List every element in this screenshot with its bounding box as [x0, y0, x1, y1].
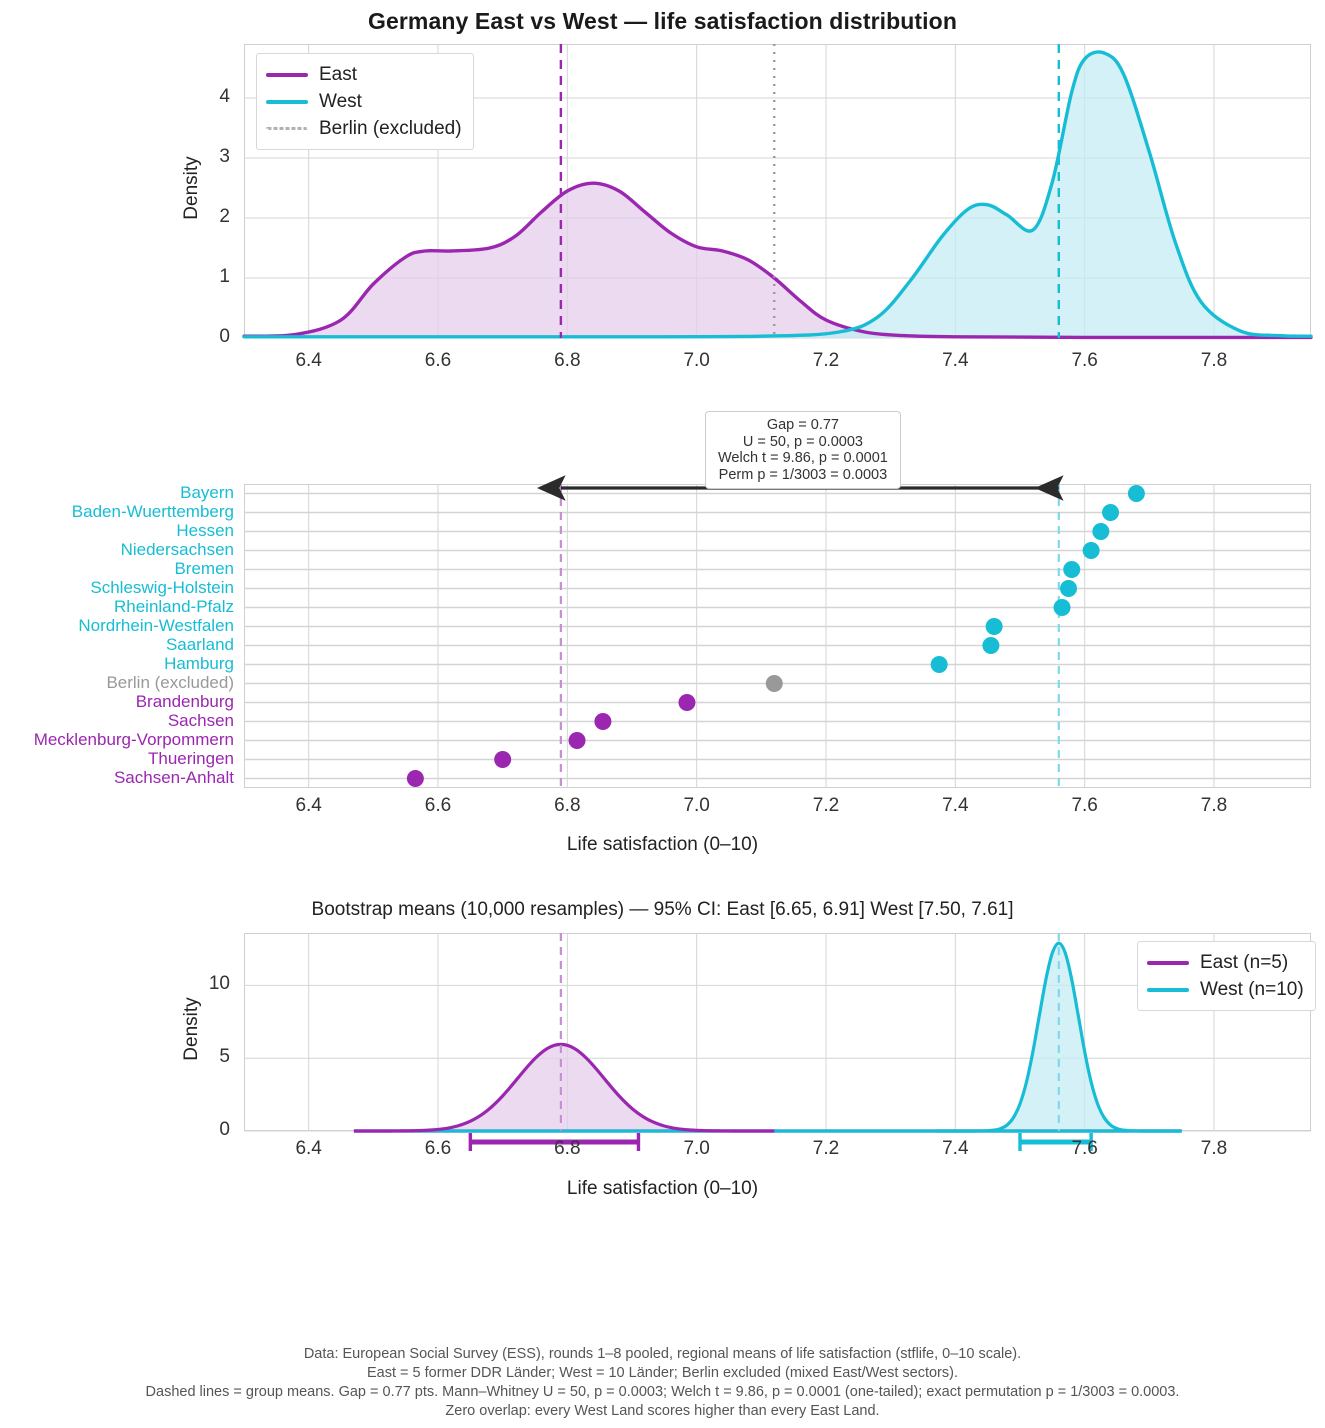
- footnote-line-4: Zero overlap: every West Land scores hig…: [445, 1403, 880, 1419]
- dotplot-row-label: Rheinland-Pfalz: [113, 596, 234, 616]
- density-x-tick: 7.0: [683, 350, 710, 371]
- dotplot-row-label: Schleswig-Holstein: [90, 577, 234, 597]
- dotplot-row-label: Thueringen: [147, 748, 234, 768]
- dotplot-x-tick: 6.4: [295, 795, 322, 816]
- density-y-tick: 2: [219, 206, 230, 227]
- dotplot-row-label: Sachsen-Anhalt: [113, 767, 234, 787]
- dotplot-x-tick: 7.8: [1200, 795, 1228, 816]
- dotplot-plot-area: [244, 484, 1311, 788]
- bootstrap-panel-title: Bootstrap means (10,000 resamples) — 95%…: [311, 899, 1014, 920]
- dotplot-row-label: Bayern: [180, 482, 234, 502]
- bootstrap-x-tick: 7.2: [812, 1138, 840, 1159]
- density-x-tick: 7.2: [812, 350, 840, 371]
- bootstrap-x-tick: 6.4: [295, 1138, 322, 1159]
- dotplot-canvas: [244, 484, 1311, 788]
- dotplot-x-tick: 7.4: [942, 795, 969, 816]
- stat-gap: Gap = 0.77: [766, 417, 839, 433]
- legend-swatch-west-boot: [1147, 987, 1189, 992]
- dotplot-row-label: Baden-Wuerttemberg: [71, 501, 234, 521]
- bootstrap-y-tick: 0: [219, 1119, 230, 1140]
- density-panel: [242, 44, 1313, 340]
- stat-mannwhitney: U = 50, p = 0.0003: [742, 433, 863, 450]
- legend-swatch-east-boot: [1147, 960, 1189, 965]
- bootstrap-x-tick: 7.4: [942, 1138, 969, 1159]
- bootstrap-x-tick: 7.0: [683, 1138, 710, 1159]
- bootstrap-x-tick: 6.6: [424, 1138, 452, 1159]
- legend-item-west: West: [266, 88, 462, 115]
- footnote-line-2: East = 5 former DDR Länder; West = 10 Lä…: [367, 1365, 958, 1381]
- density-x-tick: 6.6: [424, 350, 452, 371]
- density-canvas: [242, 44, 1313, 340]
- dotplot-panel: [244, 484, 1311, 788]
- legend-swatch-east: [266, 72, 308, 77]
- legend-swatch-berlin: [266, 127, 308, 130]
- legend-label-berlin: Berlin (excluded): [319, 117, 462, 139]
- dotplot-row-label: Sachsen: [167, 710, 234, 730]
- figure-footnote: Data: European Social Survey (ESS), roun…: [0, 1345, 1325, 1421]
- stats-annotation-box: Gap = 0.77 U = 50, p = 0.0003 Welch t = …: [705, 411, 901, 489]
- dotplot-row-label: Nordrhein-Westfalen: [78, 615, 234, 635]
- bootstrap-x-tick: 6.8: [554, 1138, 581, 1159]
- dotplot-x-tick: 7.6: [1071, 795, 1098, 816]
- bootstrap-legend: East (n=5) West (n=10): [1137, 941, 1316, 1011]
- dotplot-row-label: Hamburg: [164, 653, 234, 673]
- density-x-tick: 7.8: [1200, 350, 1228, 371]
- dotplot-x-tick: 6.6: [424, 795, 452, 816]
- bootstrap-x-axis-label: Life satisfaction (0–10): [566, 1178, 759, 1199]
- dotplot-row-label: Berlin (excluded): [106, 672, 234, 692]
- density-y-tick: 3: [219, 146, 230, 167]
- legend-item-berlin: Berlin (excluded): [266, 115, 462, 142]
- dotplot-row-label: Brandenburg: [135, 691, 234, 711]
- dotplot-row-label: Bremen: [174, 558, 234, 578]
- dotplot-x-tick: 7.2: [812, 795, 840, 816]
- density-x-tick: 7.6: [1071, 350, 1098, 371]
- bootstrap-x-tick: 7.8: [1200, 1138, 1228, 1159]
- legend-swatch-west: [266, 99, 308, 104]
- bootstrap-panel: [244, 933, 1311, 1151]
- density-y-tick: 4: [219, 86, 230, 107]
- stat-welch: Welch t = 9.86, p = 0.0001: [718, 450, 888, 466]
- bootstrap-y-tick: 5: [219, 1046, 230, 1068]
- bootstrap-x-tick: 7.6: [1071, 1138, 1098, 1159]
- stat-permutation: Perm p = 1/3003 = 0.0003: [718, 466, 888, 483]
- figure-title: Germany East vs West — life satisfaction…: [368, 8, 957, 34]
- footnote-line-1: Data: European Social Survey (ESS), roun…: [303, 1346, 1022, 1362]
- bootstrap-plot-area: [244, 933, 1311, 1131]
- legend-label-west-boot: West (n=10): [1200, 978, 1304, 1000]
- dotplot-x-tick: 6.8: [554, 795, 581, 816]
- density-y-tick: 1: [219, 266, 230, 287]
- legend-item-east-boot: East (n=5): [1147, 949, 1304, 976]
- density-x-tick: 6.4: [295, 350, 322, 371]
- dotplot-x-axis-label: Life satisfaction (0–10): [566, 834, 759, 855]
- legend-item-east: East: [266, 61, 462, 88]
- dotplot-row-label: Mecklenburg-Vorpommern: [33, 729, 234, 749]
- footnote-line-3: Dashed lines = group means. Gap = 0.77 p…: [145, 1384, 1180, 1400]
- density-y-tick: 0: [219, 326, 230, 347]
- dotplot-row-label: Hessen: [176, 520, 234, 540]
- bootstrap-y-tick: 10: [208, 973, 230, 995]
- dotplot-row-label: Saarland: [165, 634, 234, 654]
- legend-label-east: East: [319, 63, 358, 85]
- legend-label-east-boot: East (n=5): [1200, 951, 1289, 973]
- density-x-tick: 7.4: [942, 350, 969, 371]
- legend-label-west: West: [319, 90, 362, 112]
- dotplot-row-label: Niedersachsen: [120, 539, 234, 559]
- density-x-tick: 6.8: [554, 350, 581, 371]
- legend-item-west-boot: West (n=10): [1147, 976, 1304, 1003]
- dotplot-x-tick: 7.0: [683, 795, 710, 816]
- density-legend: East West Berlin (excluded): [256, 53, 474, 150]
